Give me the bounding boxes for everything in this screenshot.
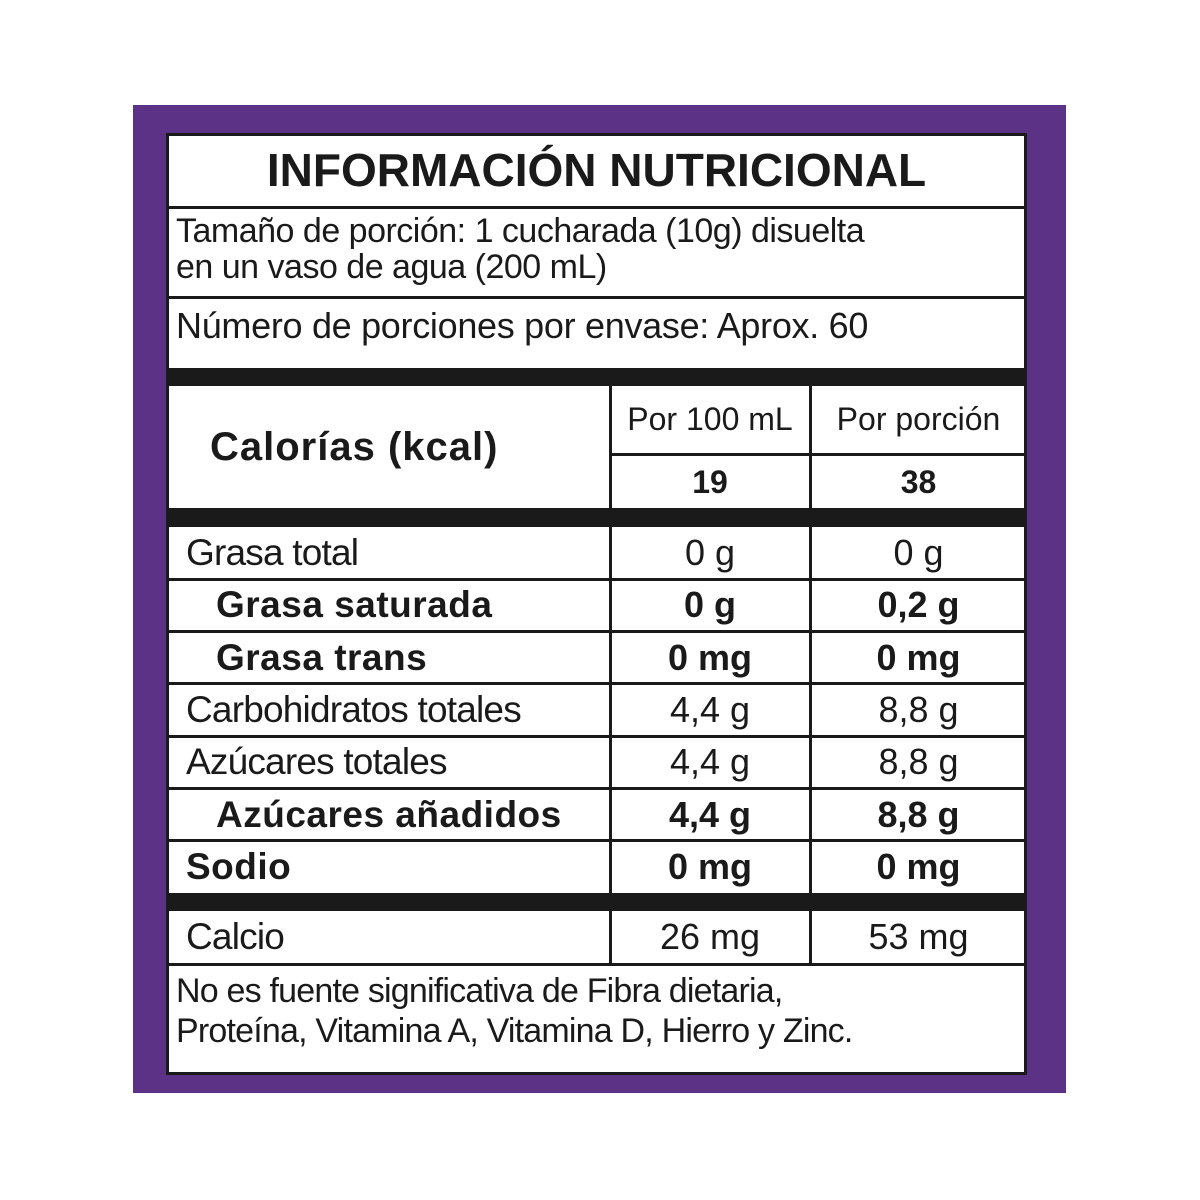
rule (166, 296, 1027, 299)
nutrient-value: 4,4 g (669, 741, 751, 783)
nutrient-name: Azúcares totales (186, 741, 448, 783)
nutrition-label: INFORMACIÓN NUTRICIONAL Tamaño de porció… (166, 133, 1027, 1075)
column-rule (808, 386, 812, 508)
nutrient-value: 0,2 g (877, 584, 960, 626)
nutrient-name: Grasa trans (216, 636, 428, 678)
nutrient-value: 4,4 g (668, 793, 752, 835)
calories-value: 19 (692, 463, 728, 500)
column-header: Por 100 mL (627, 401, 793, 437)
nutrient-name: Grasa saturada (216, 584, 493, 626)
rule (166, 682, 1027, 686)
rule (166, 630, 1027, 634)
title: INFORMACIÓN NUTRICIONAL (266, 144, 927, 196)
nutrient-value: 8,8 g (878, 741, 959, 783)
serving-line: en un vaso de agua (200 mL) (176, 248, 607, 286)
label-border (166, 133, 1027, 1075)
column-rule (608, 386, 612, 508)
nutrient-value: 26 mg (659, 916, 761, 958)
nutrient-name: Azúcares añadidos (216, 793, 562, 835)
rule (166, 734, 1027, 738)
column-rule (608, 527, 612, 894)
footnote: No es fuente significativa de Fibra diet… (176, 971, 853, 1051)
rule (166, 839, 1027, 843)
rule (166, 206, 1027, 209)
serving-line: Tamaño de porción: 1 cucharada (10g) dis… (176, 212, 865, 250)
rule (166, 787, 1027, 790)
nutrient-value: 0 mg (876, 845, 961, 887)
column-rule (808, 527, 812, 894)
footnote-line: No es fuente significativa de Fibra diet… (176, 972, 783, 1010)
nutrient-value: 53 mg (868, 916, 969, 958)
nutrient-name: Sodio (186, 845, 292, 887)
nutrient-value: 0 mg (667, 636, 753, 678)
nutrient-name: Grasa total (186, 532, 359, 574)
nutrient-value: 0 mg (876, 636, 961, 678)
nutrient-name: Calcio (186, 916, 285, 958)
column-rule (808, 911, 812, 964)
nutrient-value: 0 g (684, 532, 736, 574)
nutrient-value: 8,8 g (878, 689, 959, 731)
nutrient-value: 0 g (683, 584, 736, 626)
nutrient-value: 0 mg (667, 845, 753, 887)
rule (166, 577, 1027, 581)
calories-label: Calorías (kcal) (210, 424, 499, 469)
nutrient-value: 0 g (893, 532, 944, 574)
column-header: Por porción (836, 401, 1001, 437)
footnote-line: Proteína, Vitamina A, Vitamina D, Hierro… (176, 1012, 853, 1050)
nutrient-value: 8,8 g (877, 793, 960, 835)
thick-rule (166, 893, 1027, 912)
thick-rule (166, 368, 1027, 386)
column-rule (608, 911, 612, 964)
thick-rule (166, 508, 1027, 527)
rule (610, 453, 1027, 456)
servings-per-container: Número de porciones por envase: Aprox. 6… (176, 305, 869, 346)
nutrient-value: 4,4 g (669, 689, 751, 731)
serving-size: Tamaño de porción: 1 cucharada (10g) dis… (176, 212, 865, 286)
rule (166, 963, 1027, 967)
calories-value: 38 (900, 463, 937, 500)
nutrient-name: Carbohidratos totales (186, 689, 522, 731)
